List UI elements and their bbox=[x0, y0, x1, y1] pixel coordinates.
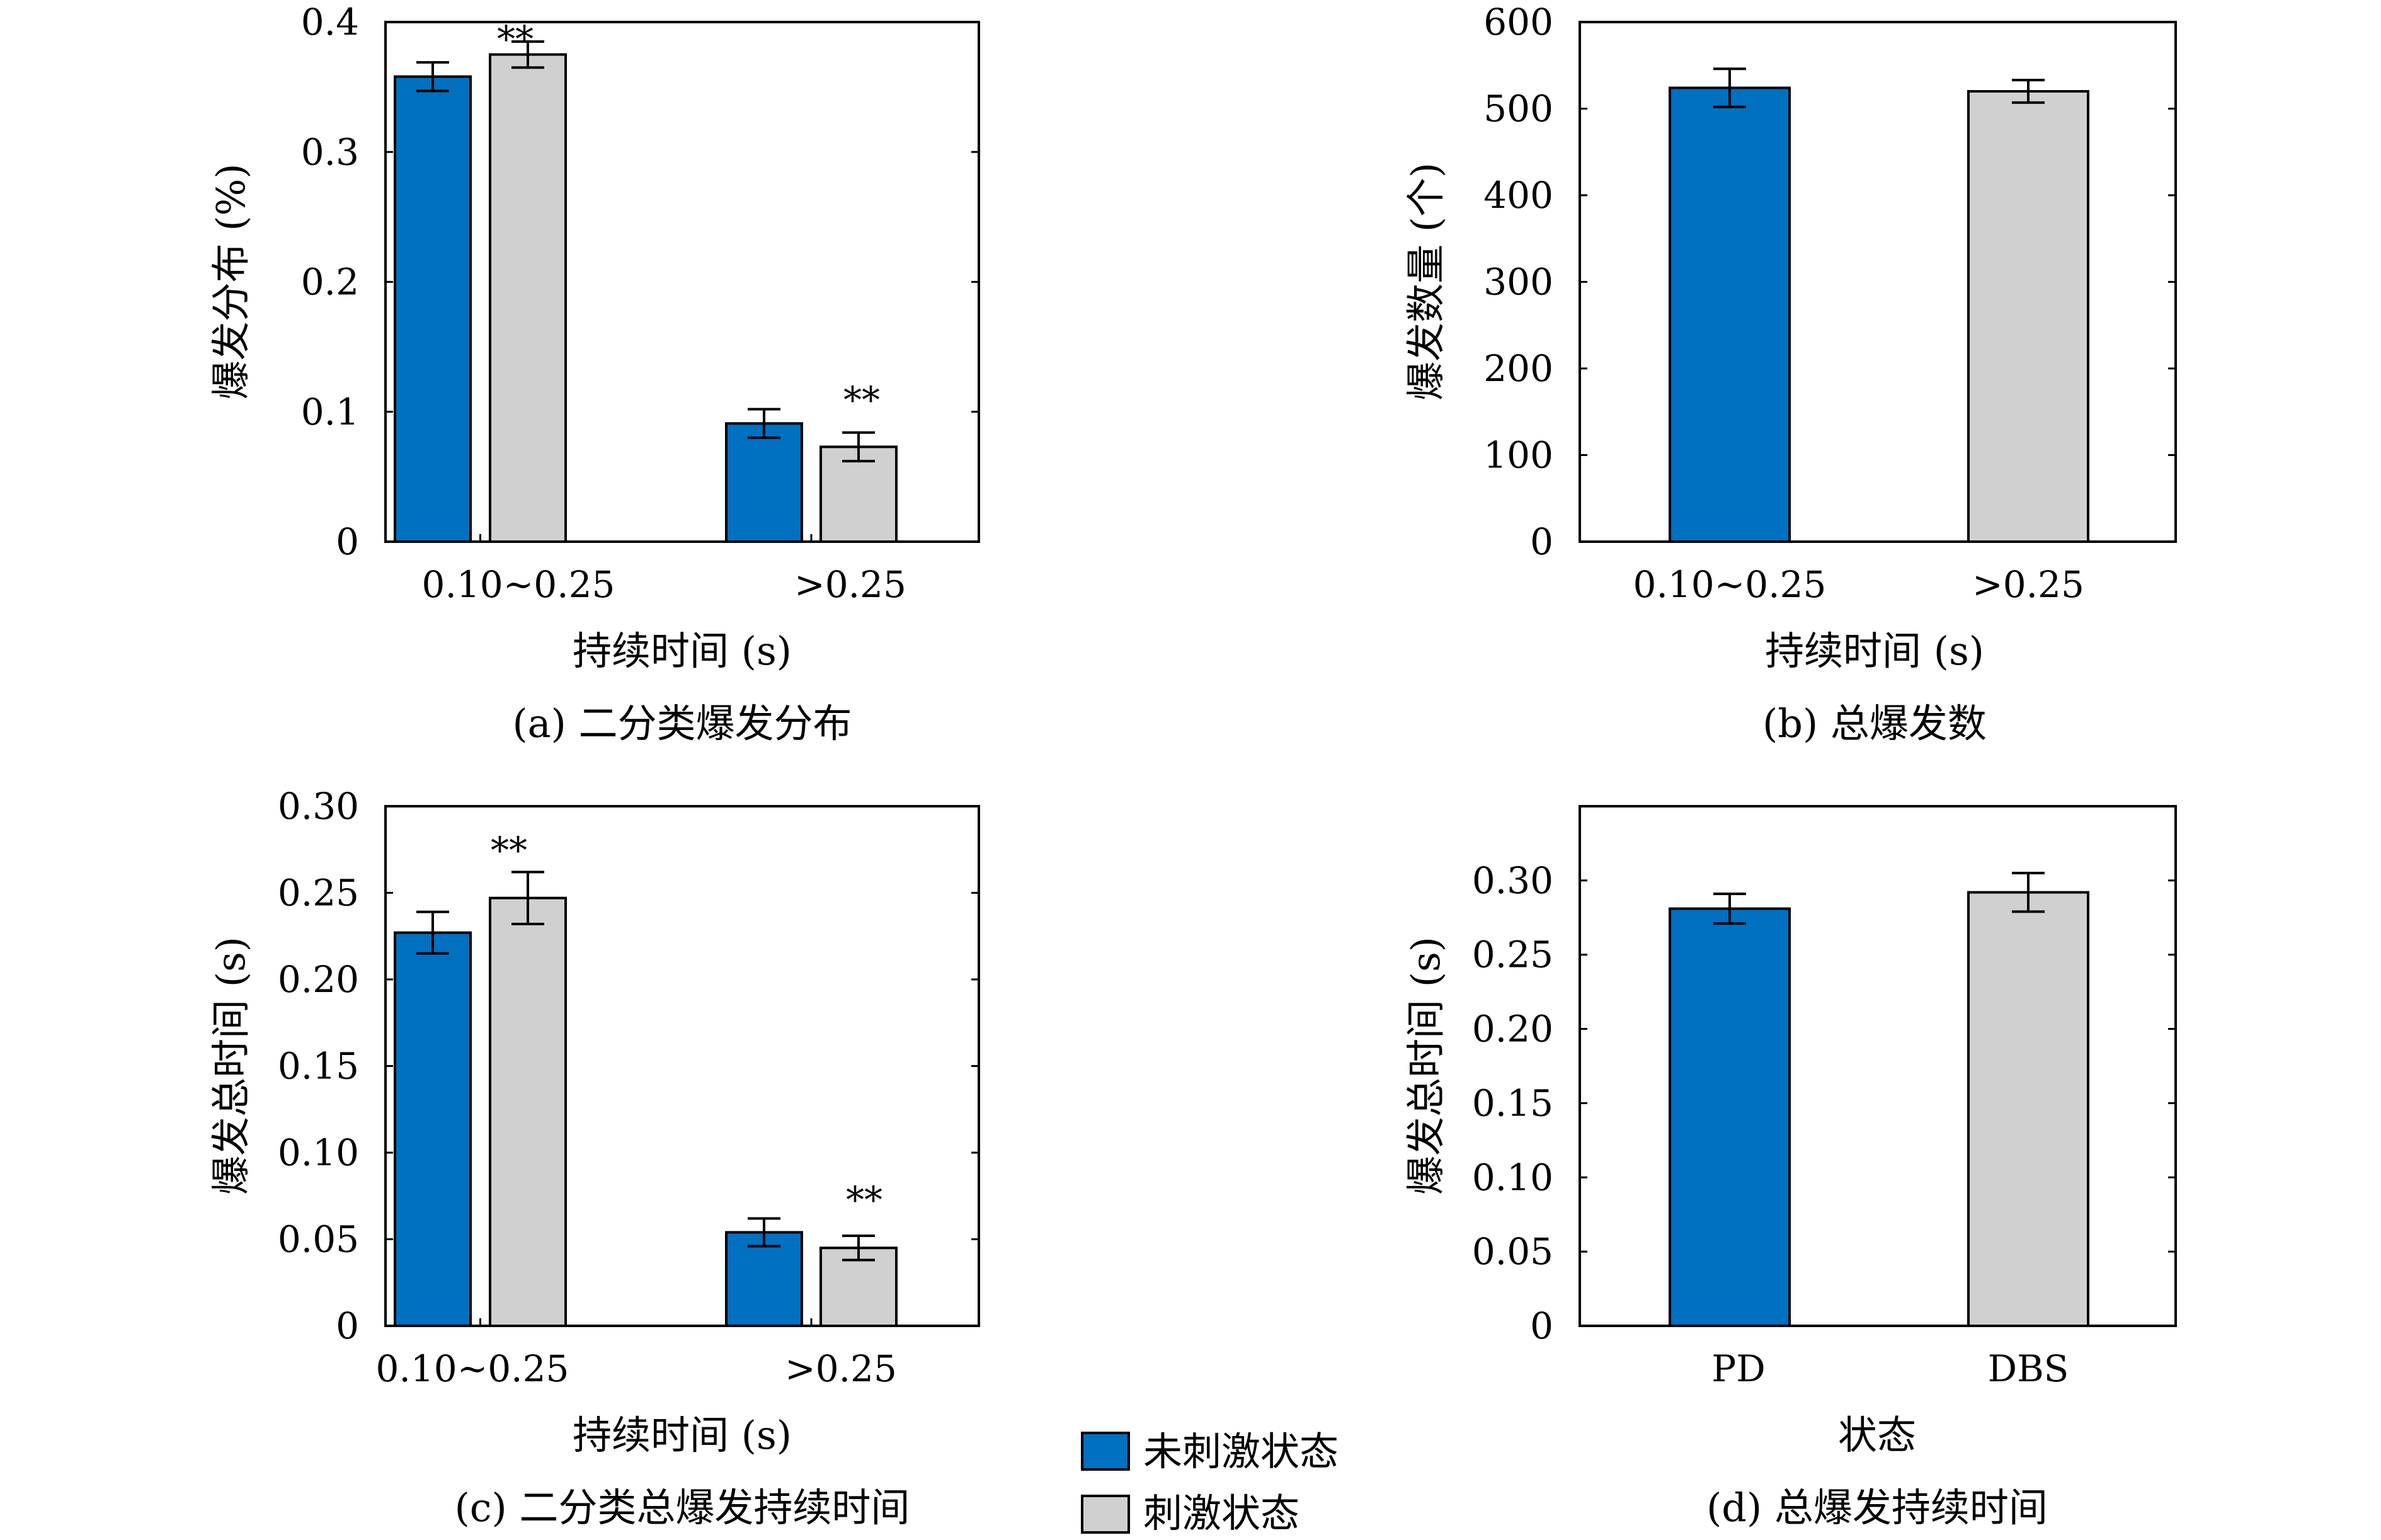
panel-c-annot-0: ** bbox=[491, 829, 527, 872]
legend-label-stimulated: 刺激状态 bbox=[1143, 1490, 1299, 1536]
panel-a-annot-1: ** bbox=[843, 379, 880, 421]
panel-a-xtick-1: >0.25 bbox=[794, 563, 906, 606]
ytick-label: 0.3 bbox=[301, 130, 359, 173]
panel-a-xlabel: 持续时间 (s) bbox=[573, 628, 792, 674]
panel-b-xtick-0: 0.10~0.25 bbox=[1633, 563, 1827, 606]
panel-a-yticks: 0 0.1 0.2 0.3 0.4 bbox=[301, 1, 979, 563]
bar bbox=[1967, 90, 2089, 543]
ytick-label: 400 bbox=[1483, 174, 1553, 217]
panel-d-ylabel: 爆发总时间 (s) bbox=[1403, 937, 1449, 1195]
ytick-label: 100 bbox=[1483, 434, 1553, 477]
ytick-label: 0.10 bbox=[1472, 1156, 1553, 1199]
ytick-label: 300 bbox=[1483, 261, 1553, 304]
bar bbox=[1669, 907, 1791, 1327]
ytick-label: 200 bbox=[1483, 347, 1553, 390]
ytick-label: 0.20 bbox=[1472, 1008, 1553, 1051]
panel-d-caption: (d) 总爆发持续时间 bbox=[1706, 1485, 2048, 1531]
panel-d-bars bbox=[1669, 872, 2089, 1327]
ytick-label: 600 bbox=[1483, 1, 1553, 43]
panel-b-xlabel: 持续时间 (s) bbox=[1765, 628, 1984, 674]
legend-label-unstimulated: 未刺激状态 bbox=[1143, 1429, 1339, 1474]
panel-d-xlabel: 状态 bbox=[1838, 1412, 1916, 1458]
panel-d-yticks: 0 0.05 0.10 0.15 0.20 0.25 0.30 bbox=[1472, 859, 2176, 1347]
ytick-label: 0.20 bbox=[278, 958, 359, 1001]
ytick-label: 0.10 bbox=[278, 1131, 359, 1174]
ytick-label: 0.25 bbox=[1472, 933, 1553, 976]
legend-swatch-unstimulated bbox=[1081, 1432, 1130, 1471]
ytick-label: 0 bbox=[1530, 1304, 1553, 1347]
ytick-label: 0.1 bbox=[301, 391, 359, 433]
panel-a-caption: (a) 二分类爆发分布 bbox=[512, 700, 852, 746]
panel-c-caption: (c) 二分类总爆发持续时间 bbox=[455, 1485, 910, 1531]
panel-b-xtick-1: >0.25 bbox=[1972, 563, 2084, 606]
ytick-label: 0.05 bbox=[278, 1218, 359, 1261]
panel-c: 0 0.05 0.10 0.15 0.20 0.25 0.30 0.10~0.25 >0.2… bbox=[208, 785, 980, 1531]
panel-a-xtick-0: 0.10~0.25 bbox=[422, 563, 615, 606]
bar bbox=[725, 422, 803, 543]
panel-c-ylabel: 爆发总时间 (s) bbox=[208, 937, 254, 1195]
panel-a: 0 0.1 0.2 0.3 0.4 0.10~0.25 >0.25 持续时间 (s) 爆… bbox=[208, 1, 980, 746]
panel-c-xtick-0: 0.10~0.25 bbox=[376, 1347, 569, 1390]
panel-d-xtick-0: PD bbox=[1711, 1347, 1766, 1390]
legend: 未刺激状态 刺激状态 bbox=[1081, 1429, 1339, 1536]
panel-a-annot-0: ** bbox=[497, 18, 534, 60]
ytick-label: 0.15 bbox=[1472, 1081, 1553, 1124]
ytick-label: 0.30 bbox=[1472, 859, 1553, 902]
bar bbox=[489, 53, 567, 543]
ytick-label: 0 bbox=[336, 520, 359, 563]
ytick-label: 0 bbox=[336, 1304, 359, 1347]
panel-b-caption: (b) 总爆发数 bbox=[1762, 700, 1987, 746]
ytick-label: 0.30 bbox=[278, 785, 359, 828]
bar bbox=[1967, 891, 2089, 1327]
ytick-label: 0.4 bbox=[301, 1, 359, 43]
panel-b: 0 100 200 300 400 500 600 0.10~0.25 >0.25 持续时间… bbox=[1403, 1, 2177, 746]
bar bbox=[819, 445, 898, 543]
bar bbox=[1669, 86, 1791, 543]
panel-b-ylabel: 爆发数量 (个) bbox=[1403, 163, 1449, 401]
bar bbox=[394, 75, 472, 543]
panel-c-annot-1: ** bbox=[846, 1178, 882, 1221]
panel-c-yticks: 0 0.05 0.10 0.15 0.20 0.25 0.30 bbox=[278, 785, 979, 1347]
panel-a-ylabel: 爆发分布 (%) bbox=[208, 164, 254, 400]
ytick-label: 0.25 bbox=[278, 872, 359, 915]
bar bbox=[489, 896, 567, 1327]
bar bbox=[725, 1231, 803, 1327]
panel-c-xlabel: 持续时间 (s) bbox=[573, 1412, 792, 1458]
legend-swatch-stimulated bbox=[1081, 1495, 1130, 1534]
panel-b-yticks: 0 100 200 300 400 500 600 bbox=[1483, 1, 2176, 563]
panel-d: 0 0.05 0.10 0.15 0.20 0.25 0.30 PD DBS 状态 爆发总时… bbox=[1403, 805, 2177, 1531]
bar bbox=[394, 931, 472, 1327]
ytick-label: 500 bbox=[1483, 88, 1553, 130]
ytick-label: 0 bbox=[1530, 520, 1553, 563]
ytick-label: 0.05 bbox=[1472, 1230, 1553, 1273]
panel-c-xtick-1: >0.25 bbox=[785, 1347, 897, 1390]
panel-c-bars bbox=[394, 870, 898, 1327]
ytick-label: 0.2 bbox=[301, 261, 359, 304]
panel-d-xtick-1: DBS bbox=[1988, 1347, 2069, 1390]
ytick-label: 0.15 bbox=[278, 1045, 359, 1088]
panel-d-frame bbox=[1579, 805, 2177, 1327]
panel-b-bars bbox=[1669, 67, 2089, 543]
panel-a-bars bbox=[394, 40, 898, 543]
